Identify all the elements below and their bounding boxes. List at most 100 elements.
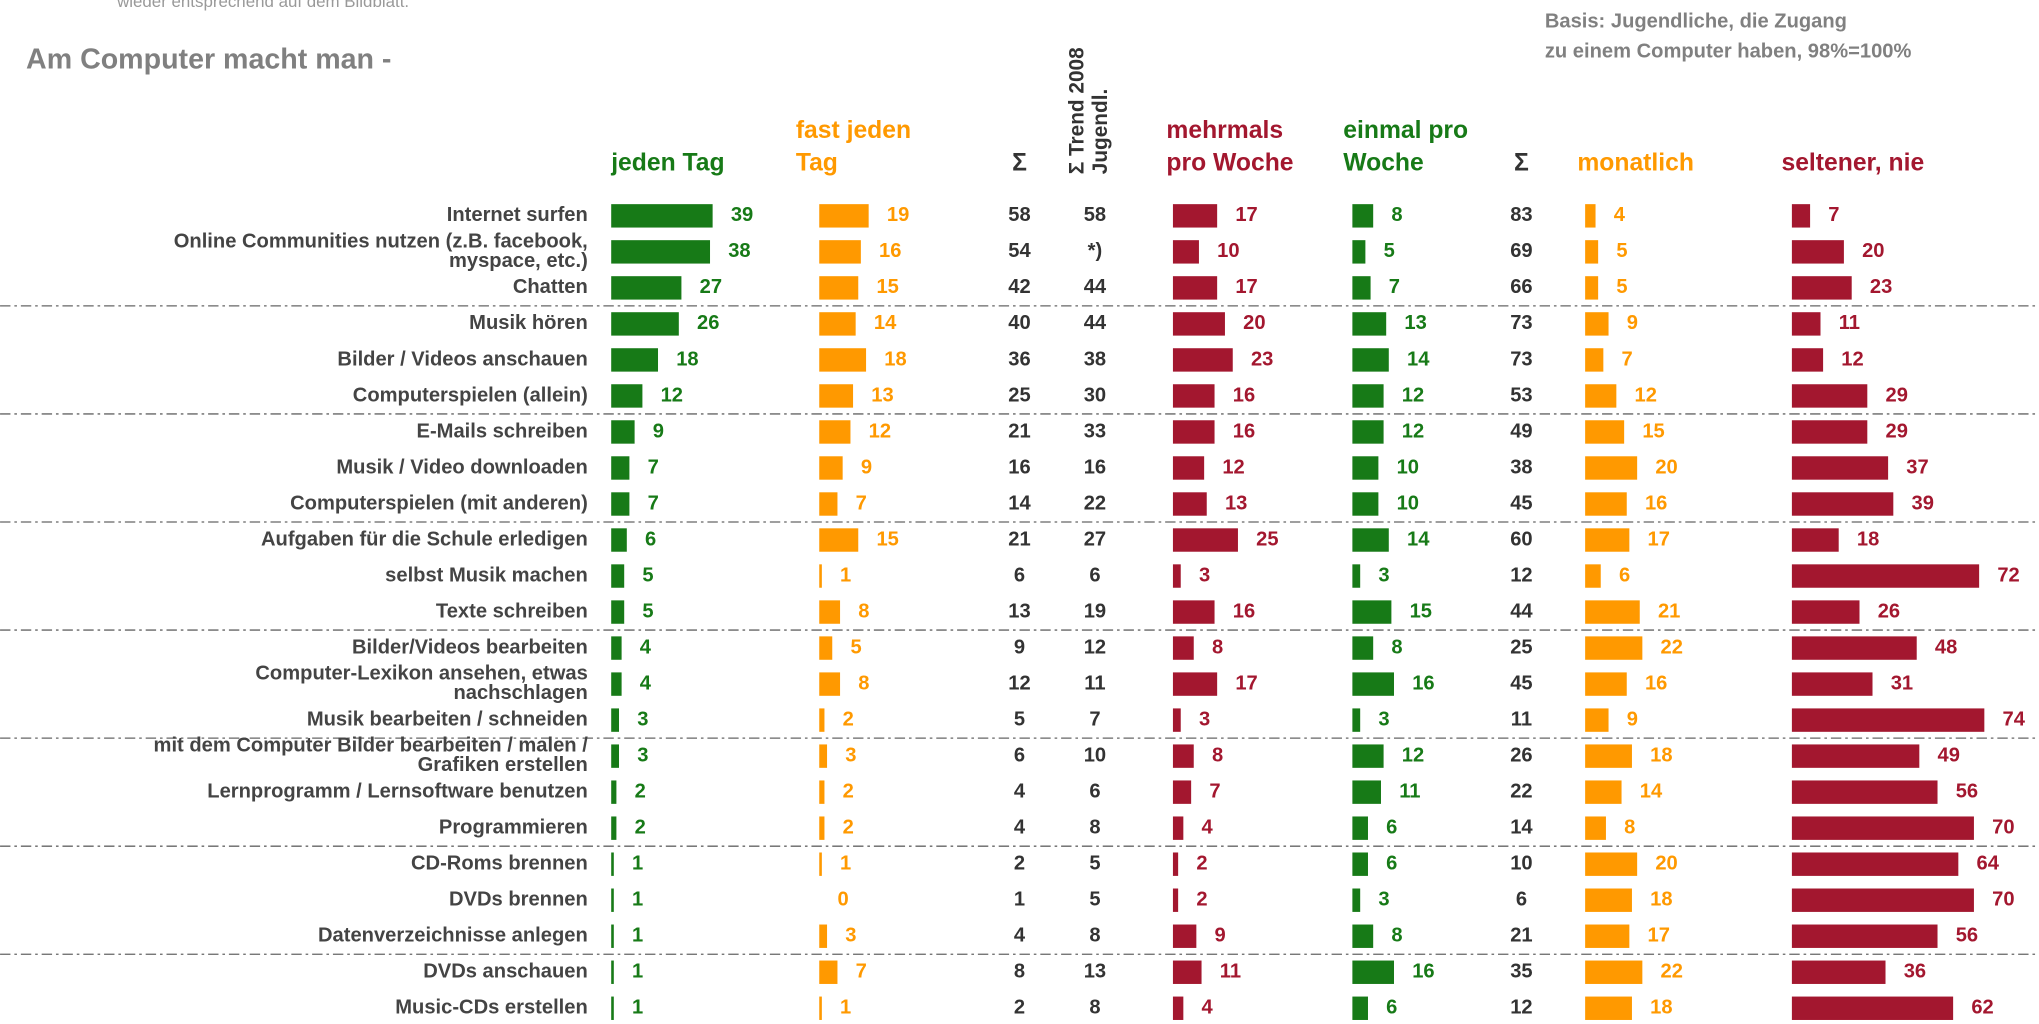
value-label: 7 <box>1828 204 1839 226</box>
bar <box>611 744 620 768</box>
row-label: Computerspielen (mit anderen) <box>290 492 588 514</box>
bar <box>819 528 859 552</box>
value-label: 2 <box>635 780 646 802</box>
sum-value: 5 <box>1014 708 1025 730</box>
row-label: Lernprogramm / Lernsoftware benutzen <box>207 780 588 802</box>
bar <box>1585 816 1606 840</box>
sum-value: 38 <box>1510 456 1532 478</box>
bar <box>1172 744 1194 768</box>
value-label: 10 <box>1217 240 1239 262</box>
value-label: 9 <box>861 456 872 478</box>
bar <box>1352 852 1368 876</box>
value-label: 8 <box>858 672 869 694</box>
bar <box>819 924 828 948</box>
sum-value: 58 <box>1084 204 1106 226</box>
basis-note: zu einem Computer haben, 98%=100% <box>1545 40 1912 62</box>
value-label: 18 <box>1650 997 1672 1019</box>
bar <box>1585 708 1609 732</box>
value-label: 6 <box>1619 564 1630 586</box>
bar <box>1585 960 1643 984</box>
bar <box>1791 420 1868 444</box>
bar <box>819 420 851 444</box>
value-label: 10 <box>1397 456 1419 478</box>
value-label: 23 <box>1870 276 1892 298</box>
bar <box>1172 636 1194 660</box>
bar <box>1352 996 1368 1020</box>
bar <box>819 636 833 660</box>
sum-value: 22 <box>1084 492 1106 514</box>
value-label: 3 <box>845 925 856 947</box>
bar <box>1791 924 1938 948</box>
basis-note: Basis: Jugendliche, die Zugang <box>1545 10 1847 32</box>
bar <box>1585 312 1609 336</box>
value-label: 62 <box>1971 997 1993 1019</box>
value-label: 9 <box>1627 708 1638 730</box>
value-label: 5 <box>642 564 653 586</box>
title: Am Computer macht man - <box>26 44 391 76</box>
bar <box>1172 456 1205 480</box>
sum-value: 8 <box>1089 817 1100 839</box>
value-label: 6 <box>1386 853 1397 875</box>
bar <box>1585 636 1643 660</box>
bar <box>1585 564 1601 588</box>
value-label: 31 <box>1891 672 1913 694</box>
bar <box>1172 960 1202 984</box>
sum-value: 26 <box>1510 744 1532 766</box>
value-label: 18 <box>1857 528 1879 550</box>
value-label: 4 <box>1614 204 1626 226</box>
bar <box>819 312 856 336</box>
value-label: 16 <box>1233 600 1255 622</box>
row-label: Chatten <box>513 276 588 298</box>
value-label: 12 <box>1402 420 1424 442</box>
sum-value: 7 <box>1089 708 1100 730</box>
value-label: 5 <box>1384 240 1395 262</box>
bar <box>1352 312 1387 336</box>
row-label: selbst Musik machen <box>385 564 588 586</box>
row-label: Grafiken erstellen <box>418 754 588 776</box>
value-label: 19 <box>887 204 909 226</box>
bar <box>1352 708 1361 732</box>
bar <box>611 924 614 948</box>
bar <box>1172 924 1197 948</box>
sum-value: 12 <box>1008 672 1030 694</box>
bar <box>611 852 614 876</box>
value-label: 14 <box>1640 780 1663 802</box>
value-label: 7 <box>648 456 659 478</box>
bar <box>1791 708 1985 732</box>
value-label: 26 <box>697 312 719 334</box>
value-label: 1 <box>840 853 851 875</box>
value-label: 26 <box>1878 600 1900 622</box>
value-label: 2 <box>1196 853 1207 875</box>
sum-value: 8 <box>1089 997 1100 1019</box>
bar <box>611 996 614 1020</box>
bar <box>819 996 822 1020</box>
value-label: 18 <box>1650 889 1672 911</box>
bar <box>1172 996 1184 1020</box>
bar <box>1172 852 1179 876</box>
value-label: 37 <box>1906 456 1928 478</box>
value-label: 3 <box>845 744 856 766</box>
bar <box>819 240 861 264</box>
bar <box>1352 456 1379 480</box>
bar <box>1585 996 1632 1020</box>
value-label: 39 <box>1912 492 1934 514</box>
value-label: 74 <box>2003 708 2026 730</box>
bar <box>819 672 841 696</box>
bar <box>1352 240 1366 264</box>
value-label: 14 <box>1407 348 1430 370</box>
bar <box>1172 492 1207 516</box>
bar <box>1791 528 1839 552</box>
sum-value: 2 <box>1014 997 1025 1019</box>
bar <box>1791 384 1868 408</box>
bar <box>819 384 854 408</box>
value-label: 8 <box>1624 817 1635 839</box>
column-header: Σ <box>1012 149 1027 176</box>
value-label: 13 <box>1404 312 1426 334</box>
bar <box>611 528 627 552</box>
row-label: Musik bearbeiten / schneiden <box>307 708 588 730</box>
sum-value: 11 <box>1511 708 1532 730</box>
sum-value: 38 <box>1084 348 1106 370</box>
column-header: mehrmals <box>1166 117 1283 144</box>
value-label: 25 <box>1256 528 1278 550</box>
value-label: 11 <box>1220 961 1241 983</box>
